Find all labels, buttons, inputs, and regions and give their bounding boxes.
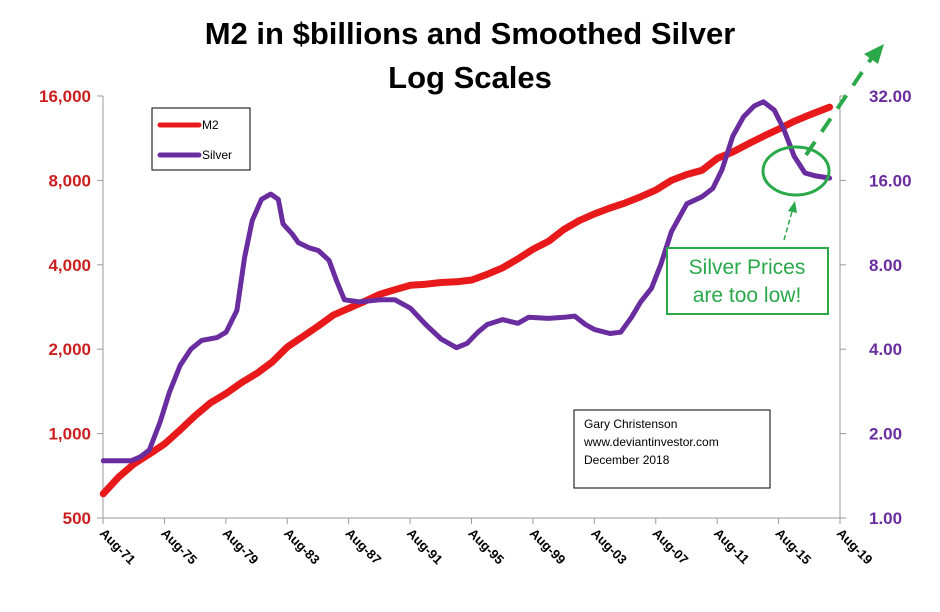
highlight-circle [761, 145, 831, 197]
right-tick-label: 32.00 [869, 87, 912, 106]
right-tick-label: 1.00 [869, 509, 902, 528]
x-tick-label: Aug-87 [343, 526, 385, 568]
left-tick-label: 4,000 [48, 256, 91, 275]
legend: M2 Silver [151, 107, 251, 171]
legend-box [151, 107, 251, 171]
right-tick-label: 8.00 [869, 256, 902, 275]
credit-date: December 2018 [584, 453, 670, 467]
callout-pointer-arrow [783, 207, 794, 241]
chart-title-line-1: M2 in $billions and Smoothed Silver [205, 16, 736, 51]
chart-title-line-2: Log Scales [388, 60, 552, 95]
left-tick-label: 16,000 [39, 87, 91, 106]
right-axis-ticks: 1.00 2.00 4.00 8.00 16.00 32.00 [840, 87, 912, 528]
x-tick-label: Aug-99 [527, 526, 569, 568]
x-tick-label: Aug-71 [97, 526, 139, 568]
callout-box [666, 247, 829, 315]
x-tick-label: Aug-95 [465, 526, 507, 568]
right-tick-label: 16.00 [869, 171, 912, 190]
right-tick-label: 2.00 [869, 425, 902, 444]
left-tick-label: 8,000 [48, 171, 91, 190]
x-tick-label: Aug-11 [711, 526, 752, 567]
left-axis-ticks: 500 1,000 2,000 4,000 8,000 16,000 [39, 87, 103, 528]
annotations: Silver Prices are too low! [666, 44, 884, 315]
trend-arrow-dashed [804, 54, 875, 157]
x-tick-label: Aug-75 [158, 526, 200, 568]
x-tick-label: Aug-83 [281, 526, 323, 568]
credit-box: Gary Christenson www.deviantinvestor.com… [573, 409, 771, 489]
series-line-silver [100, 99, 833, 464]
x-axis-ticks: Aug-71 Aug-75 Aug-79 Aug-83 Aug-87 Aug-91 Aug-… [97, 518, 876, 567]
x-tick-label: Aug-07 [650, 526, 692, 568]
left-tick-label: 2,000 [48, 340, 91, 359]
credit-author: Gary Christenson [584, 417, 677, 431]
callout-pointer-head [788, 201, 797, 213]
credit-box-border [573, 409, 771, 489]
x-tick-label: Aug-79 [220, 526, 262, 568]
x-tick-label: Aug-19 [834, 526, 876, 568]
credit-website: www.deviantinvestor.com [583, 435, 719, 449]
x-tick-label: Aug-91 [404, 526, 446, 568]
legend-label-m2: M2 [202, 118, 219, 132]
legend-label-silver: Silver [202, 148, 232, 162]
x-tick-label: Aug-03 [588, 526, 630, 568]
x-tick-label: Aug-15 [772, 526, 814, 568]
right-tick-label: 4.00 [869, 340, 902, 359]
left-tick-label: 1,000 [48, 425, 91, 444]
left-tick-label: 500 [63, 509, 91, 528]
callout-line-1: Silver Prices [689, 256, 806, 279]
trend-arrowhead [864, 44, 884, 64]
callout-line-2: are too low! [693, 284, 802, 307]
series-line-m2 [99, 103, 834, 498]
